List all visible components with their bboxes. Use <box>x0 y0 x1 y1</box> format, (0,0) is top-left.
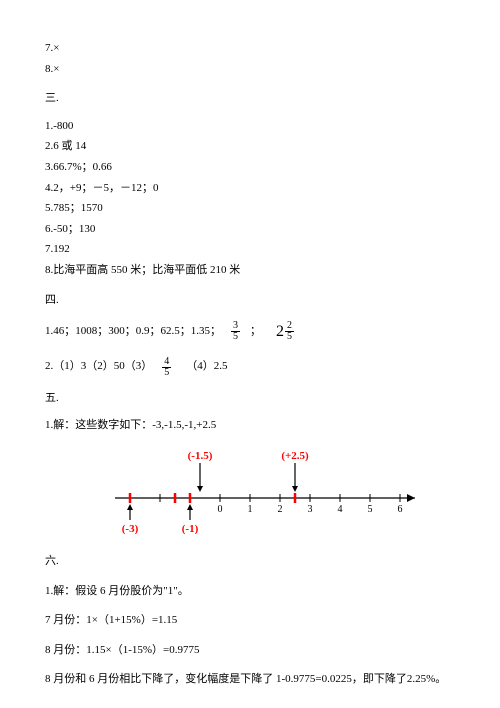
answer-item: 2.6 或 14 <box>45 138 455 156</box>
answer-line: 1.解：这些数字如下：-3,-1.5,-1,+2.5 <box>45 417 455 435</box>
answer-item: 1.-800 <box>45 118 455 136</box>
svg-text:3: 3 <box>308 504 313 515</box>
answer-line: 1.解：假设 6 月份股价为"1"。 <box>45 583 455 601</box>
row1-sep: ； <box>250 323 261 341</box>
row2-a: 2.（1）3（2）50（3） <box>45 358 152 376</box>
answer-line: 7 月份：1×（1+15%）=1.15 <box>45 612 455 630</box>
answer-item: 7.192 <box>45 241 455 259</box>
svg-text:5: 5 <box>368 504 373 515</box>
answer-item: 6.-50；130 <box>45 221 455 239</box>
answer-item: 4.2，+9；－5，－12；0 <box>45 180 455 198</box>
number-line-diagram: 0 1 2 3 4 5 6 (-1.5) (+2.5) (-3) (-1) <box>105 443 425 538</box>
row1-prefix: 1.46；1008；300；0.9；62.5；1.35； <box>45 323 221 341</box>
answer-row-2: 2.（1）3（2）50（3） 4 5 （4）2.5 <box>45 357 455 378</box>
answer-line: 8 月份和 6 月份相比下降了，变化幅度是下降了 1-0.9775=0.0225… <box>45 671 455 689</box>
svg-text:0: 0 <box>218 504 223 515</box>
svg-text:6: 6 <box>398 504 403 515</box>
section-heading-6: 六. <box>45 553 455 571</box>
answer-row-1: 1.46；1008；300；0.9；62.5；1.35； 3 5 ； 2 2 5 <box>45 319 455 345</box>
fraction-2-5: 2 5 <box>285 321 294 342</box>
answer-item: 3.66.7%；0.66 <box>45 159 455 177</box>
svg-text:(-3): (-3) <box>122 523 139 535</box>
denominator: 5 <box>285 332 294 342</box>
answer-item: 8.比海平面高 550 米；比海平面低 210 米 <box>45 262 455 280</box>
answer-item: 7.× <box>45 40 455 58</box>
svg-text:(-1): (-1) <box>182 523 199 535</box>
answer-item: 5.785；1570 <box>45 200 455 218</box>
section-heading-4: 四. <box>45 292 455 310</box>
svg-text:4: 4 <box>338 504 343 515</box>
row2-b: （4）2.5 <box>186 358 227 376</box>
fraction-3-5: 3 5 <box>231 321 240 342</box>
section-heading-3: 三. <box>45 90 455 108</box>
denominator: 5 <box>162 368 171 378</box>
svg-text:1: 1 <box>248 504 253 515</box>
answer-line: 8 月份：1.15×（1-15%）=0.9775 <box>45 642 455 660</box>
answer-item: 8.× <box>45 61 455 79</box>
svg-text:2: 2 <box>278 504 283 515</box>
fraction-4-5: 4 5 <box>162 357 171 378</box>
section-heading-5: 五. <box>45 390 455 408</box>
svg-text:(-1.5): (-1.5) <box>188 450 213 462</box>
mixed-integer: 2 <box>276 319 284 345</box>
number-line-svg: 0 1 2 3 4 5 6 (-1.5) (+2.5) (-3) (-1) <box>105 443 425 538</box>
svg-text:(+2.5): (+2.5) <box>281 450 309 462</box>
denominator: 5 <box>231 332 240 342</box>
